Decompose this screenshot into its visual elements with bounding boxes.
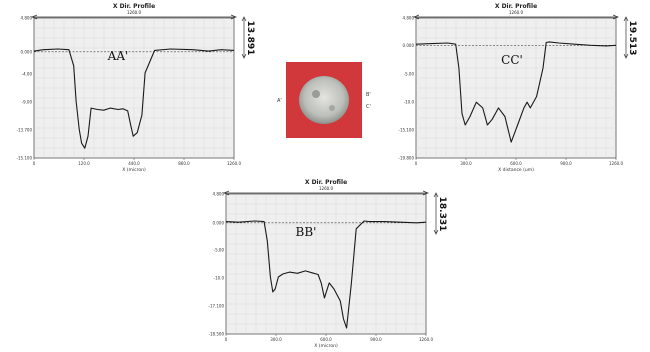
y-tick-label: 0.000 xyxy=(21,49,33,54)
sample-photo-svg: A' B' C' xyxy=(277,62,371,138)
chart-aa: X Dir. Profile 1260.0 0 120.0 440.0 860.0 1260… xyxy=(4,2,266,174)
extent-arrow-head xyxy=(422,190,429,196)
top-extent-label: 1260.0 xyxy=(319,186,333,191)
x-tick-label: 1260.0 xyxy=(419,337,433,342)
x-tick-label: 0 xyxy=(415,161,418,166)
y-tick-label: 4.800 xyxy=(21,16,33,21)
sample-disc xyxy=(299,76,349,124)
top-extent-label: 1260.0 xyxy=(127,10,141,15)
sample-photo: A' B' C' xyxy=(272,58,376,142)
profile-label: AA' xyxy=(107,49,129,63)
photo-label-b: B' xyxy=(366,92,371,98)
x-tick-label: 300.0 xyxy=(460,161,472,166)
depth-arrow-head xyxy=(433,192,439,198)
y-tick-label: -15.100 xyxy=(399,128,415,133)
y-tick-label: -5.00 xyxy=(214,248,225,253)
x-tick-label: 900.0 xyxy=(370,337,382,342)
y-tick-label: 4.800 xyxy=(403,16,415,21)
y-tick-label: -9.00 xyxy=(22,100,33,105)
depth-arrow-head xyxy=(241,53,247,59)
extent-arrow-head xyxy=(223,190,230,196)
depth-value: 19.513 xyxy=(627,21,637,56)
photo-label-a: A' xyxy=(277,98,282,104)
extent-arrow-head xyxy=(413,14,420,20)
x-tick-label: 600.0 xyxy=(510,161,522,166)
chart-cc: X Dir. Profile 1260.0 0 300.0 600.0 900.0 1260… xyxy=(386,2,648,174)
x-tick-label: 300.0 xyxy=(270,337,282,342)
y-tick-label: -15.100 xyxy=(17,156,33,161)
chart-title: X Dir. Profile xyxy=(113,3,155,10)
x-tick-label: 1260.0 xyxy=(227,161,241,166)
y-tick-label: -19.800 xyxy=(399,156,415,161)
profile-line xyxy=(415,41,617,143)
y-tick-label: -4.00 xyxy=(22,72,33,77)
extent-arrow-head xyxy=(31,14,38,20)
profile-label: BB' xyxy=(296,225,317,239)
photo-label-c: C' xyxy=(366,104,371,110)
x-axis-label: X (micron) xyxy=(122,167,146,173)
gridlines xyxy=(416,18,616,158)
y-tick-label: -13.700 xyxy=(17,128,33,133)
x-axis-label: X (micron) xyxy=(314,343,338,349)
y-tick-label: -10.0 xyxy=(404,100,415,105)
depth-arrow-head xyxy=(623,16,629,22)
x-tick-label: 900.0 xyxy=(560,161,572,166)
y-tick-label: 0.000 xyxy=(403,43,415,48)
x-tick-label: 860.0 xyxy=(178,161,190,166)
x-tick-label: 0 xyxy=(33,161,36,166)
depth-arrow-head xyxy=(623,53,629,59)
extent-arrow-head xyxy=(612,14,619,20)
sample-spot xyxy=(312,90,320,98)
y-tick-label: -18.500 xyxy=(209,332,225,337)
y-tick-label: -10.0 xyxy=(214,276,225,281)
chart-bb: X Dir. Profile 1260.0 0 300.0 600.0 900.0 1260… xyxy=(196,178,458,350)
y-tick-label: 4.800 xyxy=(213,192,225,197)
depth-arrow-head xyxy=(433,229,439,235)
x-tick-label: 440.0 xyxy=(128,161,140,166)
chart-title: X Dir. Profile xyxy=(495,3,537,10)
gridlines xyxy=(226,194,426,334)
chart-title: X Dir. Profile xyxy=(305,179,347,186)
profile-line xyxy=(225,220,427,329)
x-tick-label: 0 xyxy=(225,337,228,342)
y-tick-label: -17.100 xyxy=(209,304,225,309)
y-tick-label: 0.000 xyxy=(213,220,225,225)
depth-arrow-head xyxy=(241,16,247,22)
extent-arrow-head xyxy=(230,14,237,20)
sample-spot xyxy=(329,105,335,111)
y-tick-label: -5.00 xyxy=(404,72,415,77)
top-extent-label: 1260.0 xyxy=(509,10,523,15)
x-axis-label: X distance (um) xyxy=(498,167,534,173)
depth-value: 13.891 xyxy=(245,21,255,56)
profile-line xyxy=(33,48,235,149)
x-tick-label: 600.0 xyxy=(320,337,332,342)
x-tick-label: 120.0 xyxy=(78,161,90,166)
x-tick-label: 1260.0 xyxy=(609,161,623,166)
profile-label: CC' xyxy=(501,53,523,67)
gridlines xyxy=(34,18,234,158)
depth-value: 18.331 xyxy=(437,197,447,232)
